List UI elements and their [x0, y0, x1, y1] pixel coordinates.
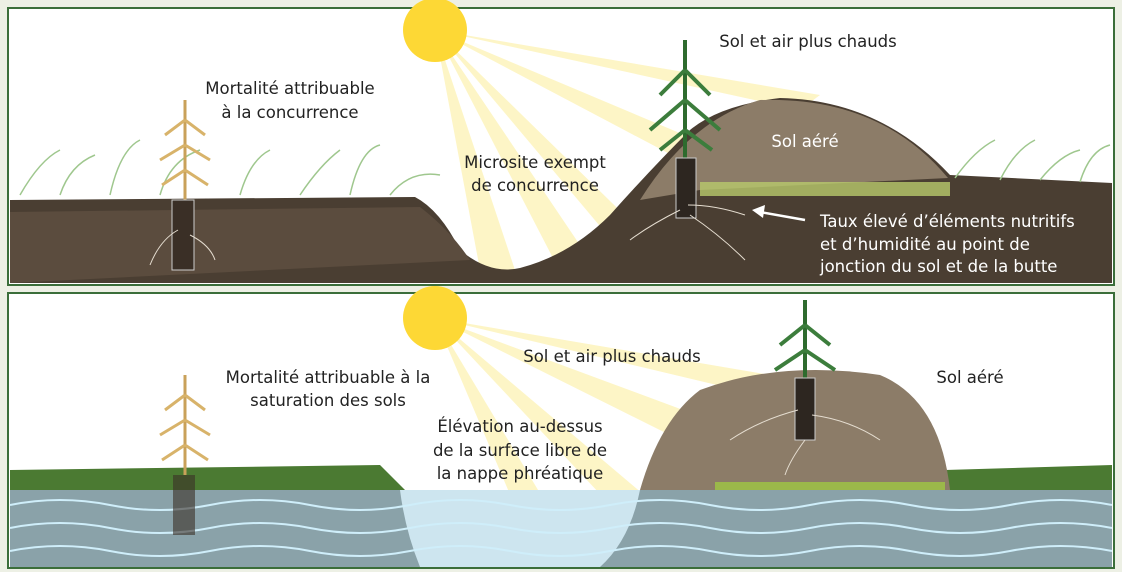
- label: Taux élevé d’éléments nutritifs: [819, 212, 1075, 231]
- label: Sol aéré: [771, 132, 838, 151]
- label: Microsite exempt: [464, 153, 606, 172]
- label: de concurrence: [471, 176, 599, 195]
- label: à la concurrence: [221, 103, 358, 122]
- buried-vegetation: [700, 182, 950, 196]
- label: la nappe phréatique: [437, 464, 604, 483]
- label: Sol et air plus chauds: [523, 347, 701, 366]
- label: jonction du sol et de la butte: [819, 257, 1057, 276]
- top-panel: Mortalité attribuable à la concurrence M…: [8, 0, 1114, 285]
- label: Sol et air plus chauds: [719, 32, 897, 51]
- label: Mortalité attribuable à la: [226, 368, 431, 387]
- label: Élévation au-dessus: [437, 417, 602, 436]
- buried-vegetation: [715, 482, 945, 490]
- label: saturation des sols: [250, 391, 406, 410]
- label: de la surface libre de: [433, 441, 607, 460]
- label: Mortalité attribuable: [205, 79, 374, 98]
- label: Sol aéré: [936, 368, 1003, 387]
- label: et d’humidité au point de: [820, 235, 1030, 254]
- sun: [403, 286, 467, 350]
- bottom-panel: Mortalité attribuable à la saturation de…: [8, 286, 1114, 568]
- diagram: Mortalité attribuable à la concurrence M…: [0, 0, 1122, 572]
- sun: [403, 0, 467, 62]
